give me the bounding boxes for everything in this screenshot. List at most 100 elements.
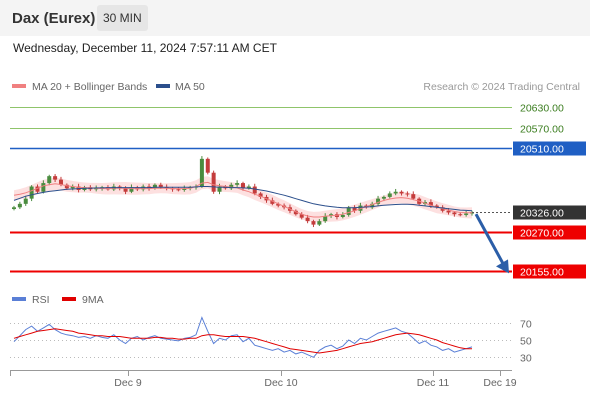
legend-label-ma20: MA 20 + Bollinger Bands <box>32 81 147 93</box>
candle-body <box>199 158 204 187</box>
level-resistance: 20630.00 <box>10 103 564 115</box>
candle-body <box>376 198 381 204</box>
candle <box>211 170 216 194</box>
candle-body <box>458 214 463 216</box>
candle-body <box>329 214 334 216</box>
candle-body <box>405 193 410 195</box>
candle-body <box>381 196 386 199</box>
candle-body <box>270 200 275 204</box>
level-box <box>513 205 586 220</box>
candle-body <box>41 183 46 192</box>
legend-label-rsi: RSI <box>32 294 50 306</box>
candle <box>376 195 381 206</box>
candle-body <box>53 176 58 180</box>
rsi-line <box>13 316 473 358</box>
candle-body <box>317 221 322 225</box>
candle-body <box>47 176 52 184</box>
candle <box>387 191 392 199</box>
copyright-text: Research © 2024 Trading Central <box>423 81 580 93</box>
level-last: 20326.00 <box>472 205 586 220</box>
candle <box>205 157 210 175</box>
candle-body <box>299 214 304 218</box>
candle-body <box>17 203 22 208</box>
candle-body <box>229 184 234 189</box>
candle-body <box>434 205 439 208</box>
candle-body <box>12 207 16 210</box>
candle <box>293 209 298 216</box>
arrow-shaft <box>474 213 506 267</box>
candle <box>41 180 46 194</box>
candle-body <box>23 198 28 204</box>
candle-body <box>129 187 134 192</box>
rsi-ma9-line <box>13 328 472 354</box>
level-support: 20270.00 <box>10 225 586 240</box>
candle <box>53 174 58 183</box>
ma50-line <box>13 186 473 212</box>
candle-body <box>246 186 251 189</box>
candle <box>12 205 16 211</box>
candle-body <box>235 183 240 185</box>
legend-label-9ma: 9MA <box>82 294 104 306</box>
candle-body <box>370 203 375 208</box>
x-axis-label: Dec 11 <box>417 377 450 389</box>
candle-body <box>428 202 433 206</box>
x-axis: Dec 9 Dec 10 Dec 11 Dec 19 <box>10 370 517 389</box>
candle-body <box>176 189 181 191</box>
candle-body <box>464 213 469 215</box>
level-resistance: 20570.00 <box>10 124 564 136</box>
level-label: 20510.00 <box>520 144 564 156</box>
level-label: 20155.00 <box>520 267 564 279</box>
level-box <box>513 264 586 279</box>
level-label: 20570.00 <box>520 124 564 136</box>
x-axis-label: Dec 9 <box>114 377 142 389</box>
legend-swatch-ma50 <box>156 84 170 88</box>
timestamp: Wednesday, December 11, 2024 7:57:11 AM … <box>13 41 277 55</box>
candle <box>29 185 34 202</box>
candle-body <box>164 187 169 189</box>
candle-body <box>152 184 157 189</box>
candle-body <box>411 194 416 199</box>
candle-body <box>399 191 404 194</box>
candle-body <box>305 217 310 222</box>
level-box <box>513 141 586 156</box>
candle-body <box>387 193 392 197</box>
chart-header: Dax (Eurex) 30 MIN <box>0 0 590 36</box>
main-legend: MA 20 + Bollinger Bands MA 50 Research ©… <box>12 81 580 93</box>
candle-body <box>352 207 357 211</box>
level-support: 20155.00 <box>10 264 586 279</box>
legend-swatch-rsi <box>12 297 26 301</box>
candle-body <box>252 186 257 194</box>
candle <box>405 191 410 197</box>
candle-body <box>323 215 328 222</box>
candle-body <box>276 203 281 206</box>
candle-body <box>188 187 193 189</box>
candle <box>352 205 357 213</box>
candle <box>258 192 263 199</box>
rsi-legend: RSI 9MA <box>12 294 104 306</box>
level-label: 20326.00 <box>520 208 564 220</box>
candle <box>452 211 457 217</box>
candle-body <box>241 183 245 189</box>
price-levels: 20630.00 20570.00 20510.00 20326.00 20270.00… <box>10 103 586 279</box>
candle <box>434 204 439 209</box>
projection-arrow <box>474 213 509 274</box>
instrument-title: Dax (Eurex) <box>12 10 96 27</box>
candle-body <box>446 210 451 213</box>
candle-body <box>205 158 210 173</box>
candle-body <box>293 210 298 215</box>
level-box <box>513 225 586 240</box>
candle-body <box>393 191 398 194</box>
candle-body <box>35 186 40 192</box>
candle <box>299 212 304 220</box>
legend-swatch-ma20 <box>12 84 26 88</box>
candle-body <box>58 179 63 185</box>
candle-body <box>182 188 187 190</box>
candle-body <box>311 221 316 225</box>
candle-body <box>217 186 222 192</box>
legend-swatch-9ma <box>62 297 76 301</box>
candle-body <box>29 186 34 199</box>
interval-button[interactable]: 30 MIN <box>97 5 148 31</box>
candle <box>17 201 22 210</box>
candle <box>235 180 240 187</box>
